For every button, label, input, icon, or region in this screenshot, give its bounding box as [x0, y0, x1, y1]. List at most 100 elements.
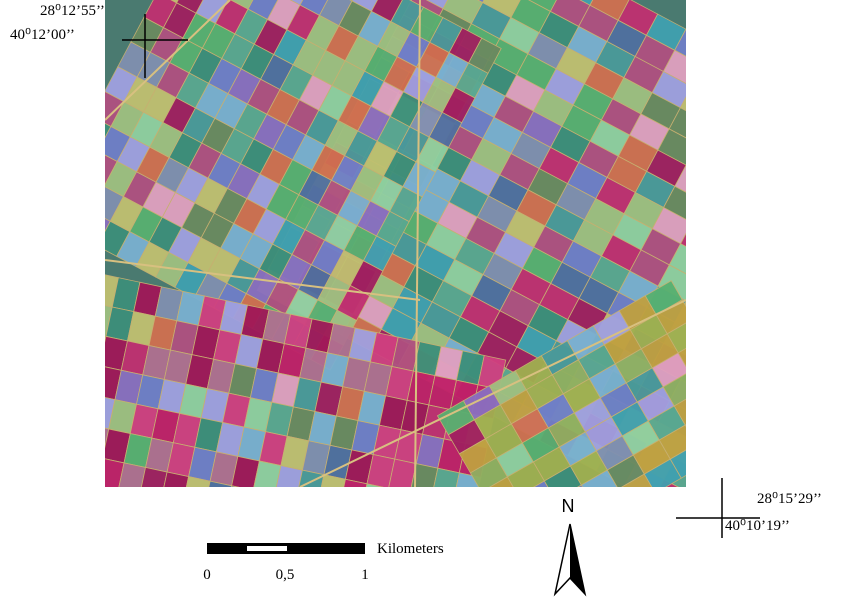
field-parcel: [268, 495, 296, 529]
field-parcel: [681, 359, 721, 395]
field-parcel: [709, 102, 749, 138]
field-parcel: [776, 110, 816, 146]
field-parcel: [720, 216, 760, 252]
scale-tick: 0,5: [276, 567, 295, 583]
field-parcel: [66, 390, 94, 424]
field-parcel: [748, 231, 788, 267]
field-parcel: [592, 489, 629, 523]
field-parcel: [333, 509, 361, 543]
field-parcel: [743, 174, 783, 210]
field-parcel: [311, 504, 339, 538]
field-parcel: [709, 238, 749, 274]
field-parcel: [681, 223, 721, 259]
field-parcel: [447, 502, 475, 536]
field-parcel: [720, 352, 760, 388]
field-parcel: [686, 416, 726, 452]
coordinate-label: 40⁰12’00’’: [10, 27, 75, 43]
field-parcel: [692, 337, 732, 373]
field-parcel: [78, 332, 106, 366]
field-parcel: [696, 429, 733, 463]
field-parcel: [805, 125, 845, 161]
field-parcel: [788, 225, 828, 261]
field-parcel: [771, 189, 811, 225]
coordinate-label: 28⁰15’29’’: [757, 491, 822, 507]
field-parcel: [96, 458, 124, 492]
field-parcel: [69, 269, 97, 303]
field-parcel: [58, 201, 91, 236]
field-parcel: [788, 89, 828, 125]
field-parcel: [743, 310, 783, 346]
field-parcel: [722, 414, 759, 448]
field-parcel: [799, 204, 839, 240]
field-parcel: [754, 289, 794, 325]
field-parcel: [720, 80, 760, 116]
field-parcel: [844, 119, 851, 155]
field-parcel: [697, 123, 737, 159]
coordinate-label: 40⁰10’19’’: [725, 518, 790, 534]
field-parcel: [703, 316, 743, 352]
scale-tick: 0: [203, 567, 211, 583]
field-parcel: [680, 87, 720, 123]
coordinate-label: 28⁰12’55’’: [40, 3, 105, 19]
field-parcel: [698, 259, 738, 295]
field-parcel: [72, 361, 100, 395]
field-parcel: [715, 295, 755, 331]
field-parcel: [686, 280, 726, 316]
field-parcel: [692, 201, 732, 237]
field-parcel: [404, 493, 432, 527]
field-parcel: [32, 445, 60, 479]
field-parcel: [65, 141, 98, 176]
field-parcel: [686, 144, 726, 180]
field-parcel: [726, 138, 766, 174]
field-parcel: [225, 486, 253, 520]
field-parcel: [514, 534, 551, 568]
field-parcel: [52, 166, 85, 201]
field-parcel: [53, 449, 81, 483]
field-parcel: [709, 374, 749, 410]
scale-bar-segment: [247, 546, 287, 551]
field-parcel: [714, 159, 754, 195]
field-parcel: [731, 59, 771, 95]
field-parcel: [765, 132, 805, 168]
field-parcel: [737, 253, 777, 289]
north-label: N: [562, 496, 575, 516]
field-parcel: [731, 195, 771, 231]
field-parcel: [685, 410, 722, 444]
field-parcel: [50, 357, 78, 391]
field-parcel: [57, 327, 85, 361]
field-parcel: [503, 515, 540, 549]
field-parcel: [822, 162, 851, 198]
field-parcel: [816, 104, 851, 140]
field-parcel: [38, 415, 66, 449]
field-parcel: [711, 395, 748, 429]
field-parcel: [759, 74, 799, 110]
field-parcel: [689, 357, 726, 391]
scale-tick: 1: [361, 567, 369, 583]
field-parcel: [247, 490, 275, 524]
field-parcel: [748, 95, 788, 131]
field-parcel: [810, 183, 850, 219]
page: 28⁰12’55’’ 40⁰12’00’’ 28⁰15’29’’ 40⁰10’1…: [0, 0, 851, 609]
field-parcel: [382, 488, 410, 522]
field-parcel: [59, 420, 87, 454]
field-parcel: [765, 268, 805, 304]
north-arrow-fill: [570, 524, 585, 594]
field-parcel: [425, 498, 453, 532]
field-parcel: [63, 298, 91, 332]
field-parcel: [726, 274, 766, 310]
field-parcel: [698, 395, 738, 431]
field-parcel: [732, 331, 772, 367]
field-parcel: [777, 246, 817, 282]
field-parcel: [760, 210, 800, 246]
field-parcel: [81, 424, 109, 458]
field-parcel: [75, 454, 103, 488]
field-parcel: [754, 153, 794, 189]
scale-unit: Kilometers: [377, 541, 444, 557]
field-parcel: [782, 168, 822, 204]
field-parcel: [290, 499, 318, 533]
field-parcel: [441, 531, 469, 565]
field-parcel: [793, 147, 833, 183]
field-parcel: [361, 484, 389, 518]
field-parcel: [703, 180, 743, 216]
field-parcel: [492, 496, 529, 530]
